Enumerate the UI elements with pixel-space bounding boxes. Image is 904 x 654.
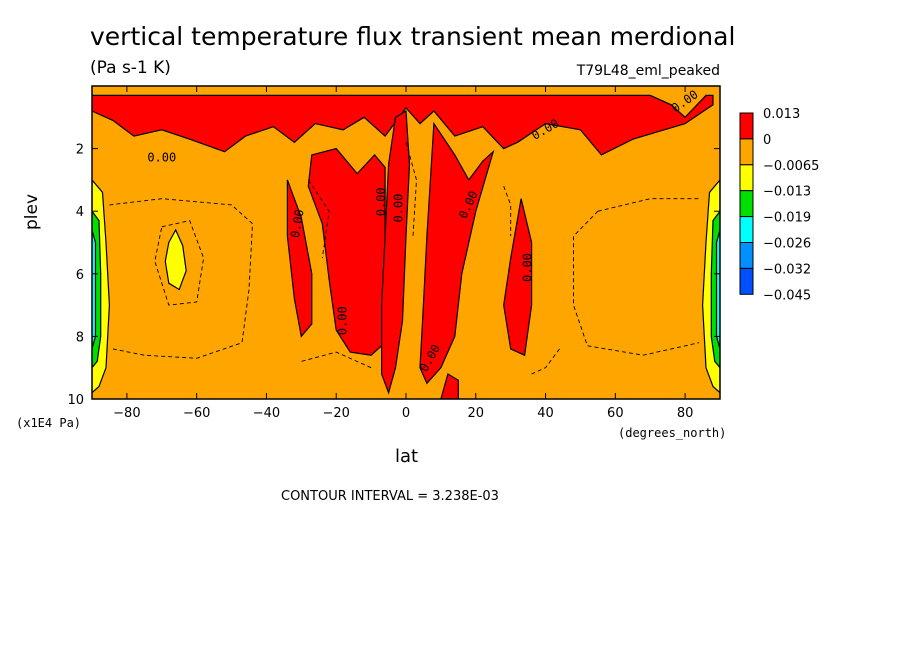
y-tick-label: 8 xyxy=(76,330,84,345)
y-tick-label: 4 xyxy=(76,205,84,220)
dashed-contour-1 xyxy=(154,220,205,306)
chart-subtitle: (Pa s-1 K) xyxy=(90,58,171,78)
legend-swatch xyxy=(739,216,754,244)
region-yellow-60s xyxy=(164,228,187,291)
contour-interval: CONTOUR INTERVAL = 3.238E-03 xyxy=(281,489,499,504)
x-tick-label: −40 xyxy=(253,406,280,421)
contour-label-4: 0.00 xyxy=(392,194,406,223)
x-tick-label: −20 xyxy=(323,406,350,421)
region-column-30n xyxy=(503,198,533,357)
legend-label: −0.026 xyxy=(763,237,811,252)
dashed-contour-3 xyxy=(597,198,700,212)
x-axis-units: (degrees_north) xyxy=(618,426,727,440)
region-column-16n-bottom xyxy=(440,373,459,399)
legend-label: −0.019 xyxy=(763,211,811,226)
legend-label: 0 xyxy=(763,133,771,148)
y-tick-label: 10 xyxy=(67,393,84,408)
contour-label-6: 0.00 xyxy=(521,253,535,282)
legend-label: 0.013 xyxy=(763,107,800,122)
legend-swatch xyxy=(739,190,754,218)
x-tick-label: −60 xyxy=(183,406,210,421)
legend-label: −0.045 xyxy=(763,288,811,303)
dashed-contour-4 xyxy=(573,210,700,356)
dashed-contour-0 xyxy=(109,198,253,359)
chart-title: vertical temperature flux transient mean… xyxy=(90,22,736,51)
contour-label-2: 0.00 xyxy=(336,306,350,335)
x-tick-label: −80 xyxy=(113,406,140,421)
region-tropical-column-center xyxy=(381,109,411,395)
legend-label: −0.032 xyxy=(763,262,811,277)
legend-label: −0.0065 xyxy=(763,159,819,174)
legend-swatch xyxy=(739,164,754,192)
y-tick-label: 6 xyxy=(76,268,84,283)
plot-regions xyxy=(92,94,720,399)
legend-swatch xyxy=(739,242,754,269)
contour-label-1: 0.00 xyxy=(288,208,307,239)
region-tropical-column-north xyxy=(419,121,495,385)
x-axis-label: lat xyxy=(395,446,419,467)
y-tick-label: 2 xyxy=(76,143,84,158)
region-column-30s xyxy=(286,179,313,338)
legend-label: −0.013 xyxy=(763,185,811,200)
run-label: T79L48_eml_peaked xyxy=(576,63,720,79)
legend-swatch xyxy=(739,112,754,140)
x-tick-label: 60 xyxy=(607,406,624,421)
x-tick-label: 0 xyxy=(402,406,410,421)
y-axis-units: (x1E4 Pa) xyxy=(16,416,82,430)
legend-swatch xyxy=(739,138,754,166)
contour-label-0: 0.00 xyxy=(147,150,176,164)
x-tick-label: 40 xyxy=(537,406,554,421)
x-tick-label: 20 xyxy=(468,406,485,421)
region-upper-band xyxy=(92,94,714,156)
contour-label-3: 0.00 xyxy=(374,187,388,216)
dashed-contour-8 xyxy=(531,348,560,375)
dashed-contour-5 xyxy=(301,351,372,369)
legend-swatch xyxy=(739,267,754,295)
dashed-contour-2 xyxy=(307,179,330,259)
x-tick-label: 80 xyxy=(677,406,694,421)
